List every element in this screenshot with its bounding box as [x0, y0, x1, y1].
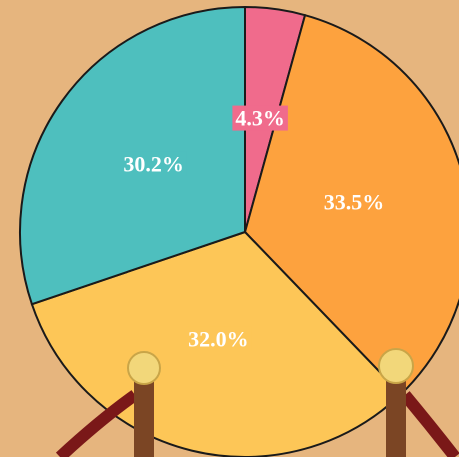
post	[386, 378, 406, 457]
post-top	[128, 352, 160, 384]
data-label: 30.2%	[123, 151, 184, 176]
data-label: 33.5%	[324, 189, 385, 214]
post	[134, 378, 154, 457]
post-top	[379, 349, 413, 383]
chart: 4.3% 33.5% 32.0% 30.2%	[0, 0, 459, 457]
data-label: 4.3%	[235, 106, 285, 131]
data-label: 32.0%	[188, 326, 249, 351]
